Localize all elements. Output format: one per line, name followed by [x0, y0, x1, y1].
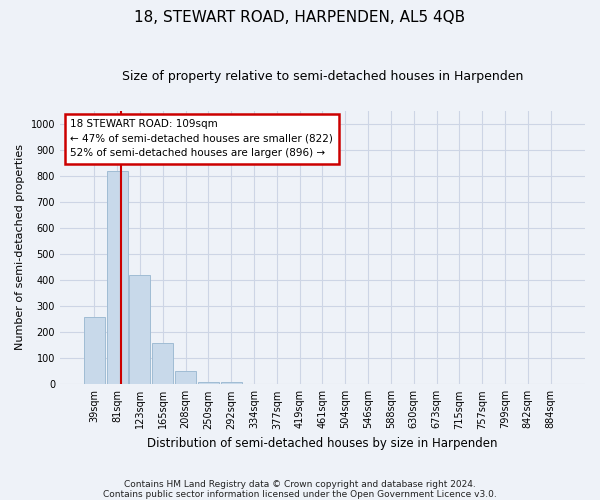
- Bar: [130, 275, 151, 384]
- Bar: [84, 316, 105, 384]
- Text: Contains HM Land Registry data © Crown copyright and database right 2024.: Contains HM Land Registry data © Crown c…: [124, 480, 476, 489]
- Bar: [152, 342, 173, 384]
- Text: 18, STEWART ROAD, HARPENDEN, AL5 4QB: 18, STEWART ROAD, HARPENDEN, AL5 4QB: [134, 10, 466, 25]
- Text: Contains public sector information licensed under the Open Government Licence v3: Contains public sector information licen…: [103, 490, 497, 499]
- Bar: [175, 372, 196, 384]
- Title: Size of property relative to semi-detached houses in Harpenden: Size of property relative to semi-detach…: [122, 70, 523, 83]
- Bar: [107, 170, 128, 384]
- Bar: [198, 382, 219, 384]
- Text: 18 STEWART ROAD: 109sqm
← 47% of semi-detached houses are smaller (822)
52% of s: 18 STEWART ROAD: 109sqm ← 47% of semi-de…: [70, 119, 333, 158]
- Y-axis label: Number of semi-detached properties: Number of semi-detached properties: [15, 144, 25, 350]
- X-axis label: Distribution of semi-detached houses by size in Harpenden: Distribution of semi-detached houses by …: [147, 437, 498, 450]
- Bar: [221, 382, 242, 384]
